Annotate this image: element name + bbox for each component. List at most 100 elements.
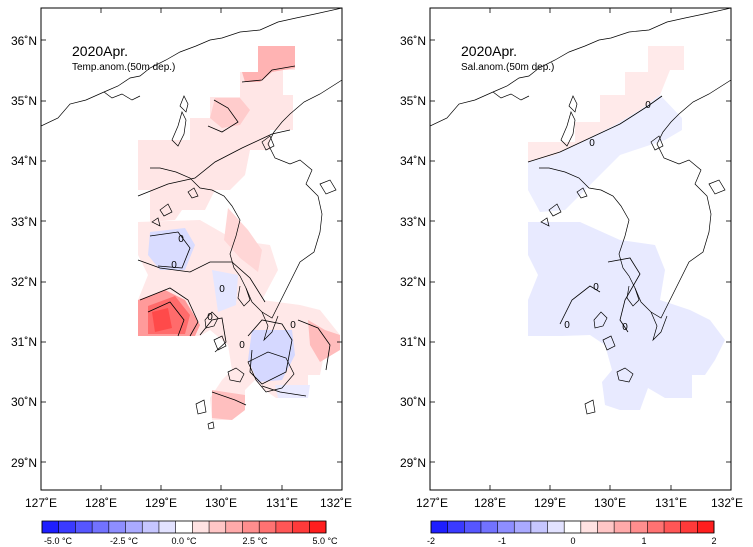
lat-label: 35˚N: [400, 94, 426, 108]
colorbar-swatch: [664, 521, 682, 533]
temp-subtitle: Temp.anom.(50m dep.): [72, 62, 175, 73]
lat-label: 34˚N: [400, 154, 426, 168]
lon-label: 127˚E: [416, 496, 448, 510]
colorbar-swatch: [564, 521, 582, 533]
colorbar-swatch: [92, 521, 110, 533]
contour-label: 0: [564, 320, 570, 331]
salt-subtitle: Sal.anom.(50m dep.): [461, 62, 554, 73]
salt-anomaly-field: [528, 46, 725, 410]
colorbar-tick-label: -2.5 °C: [110, 536, 139, 546]
colorbar-swatch: [209, 521, 227, 533]
colorbar-swatch: [680, 521, 698, 533]
colorbar-swatch: [464, 521, 482, 533]
salt-map-frame: [429, 7, 732, 491]
colorbar-tick-label: 1: [641, 536, 646, 546]
colorbar-swatch: [614, 521, 632, 533]
temp-contours: [137, 65, 331, 406]
contour-label: 0: [290, 320, 296, 331]
lat-label: 33˚N: [11, 215, 37, 229]
colorbar-tick-label: 2.5 °C: [242, 536, 268, 546]
contour-label: 0: [622, 322, 628, 333]
lat-label: 32˚N: [400, 275, 426, 289]
lon-label: 131˚E: [655, 496, 687, 510]
colorbar-tick-label: -2: [427, 536, 435, 546]
colorbar-swatch: [58, 521, 76, 533]
colorbar-frame: [41, 520, 327, 534]
lon-label: 132˚E: [320, 496, 352, 510]
colorbar-swatch: [75, 521, 93, 533]
salt-colorbar: [430, 520, 715, 534]
temp-ticks: [40, 8, 343, 490]
temp-lat-labels: 36˚N 35˚N 34˚N 33˚N 32˚N 31˚N 30˚N 29˚N: [11, 34, 37, 470]
salt-map-panel: 0 0 0 0 0 2020Apr. Sal.anom.(50m dep.) 3…: [400, 7, 743, 546]
colorbar-swatch: [259, 521, 277, 533]
colorbar-swatch: [292, 521, 310, 533]
colorbar-swatch: [108, 521, 126, 533]
contour-label: 0: [178, 234, 184, 245]
colorbar-tick-label: -5.0 °C: [44, 536, 73, 546]
colorbar-tick-label: 0.0 °C: [171, 536, 197, 546]
colorbar-tick-label: 2: [711, 536, 716, 546]
colorbar-swatch: [580, 521, 598, 533]
colorbar-swatch: [42, 521, 60, 533]
salt-contours: [527, 95, 663, 333]
salt-title: 2020Apr.: [461, 43, 517, 59]
colorbar-swatch: [647, 521, 665, 533]
lon-label: 129˚E: [145, 496, 177, 510]
lon-label: 130˚E: [594, 496, 626, 510]
colorbar-swatch: [630, 521, 648, 533]
contour-label: 0: [219, 284, 225, 295]
lat-label: 29˚N: [11, 456, 37, 470]
lat-label: 33˚N: [400, 215, 426, 229]
lat-label: 34˚N: [11, 154, 37, 168]
colorbar-swatch: [597, 521, 615, 533]
salt-coastline: [430, 8, 731, 415]
colorbar-swatch: [547, 521, 565, 533]
colorbar-swatch: [431, 521, 448, 533]
temp-coastline: [41, 8, 342, 430]
colorbar-swatch: [242, 521, 260, 533]
lat-label: 36˚N: [400, 34, 426, 48]
lat-label: 31˚N: [11, 335, 37, 349]
lon-label: 127˚E: [25, 496, 57, 510]
lat-label: 31˚N: [400, 335, 426, 349]
contour-label: 0: [239, 340, 245, 351]
lon-label: 131˚E: [266, 496, 298, 510]
lon-label: 128˚E: [85, 496, 117, 510]
contour-label: 0: [171, 260, 177, 271]
lon-label: 132˚E: [711, 496, 743, 510]
colorbar-swatch: [309, 521, 327, 533]
contour-label: 0: [207, 312, 213, 323]
temp-map-panel: 0 0 0 0 0 0 2020Apr. Temp.anom.(50m dep.…: [11, 7, 352, 546]
contour-label: 0: [593, 282, 599, 293]
temp-anomaly-field: [138, 46, 340, 420]
lon-label: 128˚E: [474, 496, 506, 510]
colorbar-tick-label: 5.0 °C: [312, 536, 338, 546]
temp-title: 2020Apr.: [72, 43, 128, 59]
colorbar-swatch: [158, 521, 176, 533]
temp-colorbar-labels: -5.0 °C -2.5 °C 0.0 °C 2.5 °C 5.0 °C: [44, 536, 338, 546]
salt-lon-labels: 127˚E 128˚E 129˚E 130˚E 131˚E 132˚E: [416, 496, 743, 510]
salt-ticks: [429, 8, 732, 490]
salt-lat-labels: 36˚N 35˚N 34˚N 33˚N 32˚N 31˚N 30˚N 29˚N: [400, 34, 426, 470]
colorbar-swatch: [142, 521, 160, 533]
lat-label: 29˚N: [400, 456, 426, 470]
lat-label: 30˚N: [400, 395, 426, 409]
lat-label: 32˚N: [11, 275, 37, 289]
lon-label: 129˚E: [534, 496, 566, 510]
colorbar-swatch: [125, 521, 143, 533]
temp-zero-labels: 0 0 0 0 0 0: [171, 234, 296, 351]
lon-label: 130˚E: [205, 496, 237, 510]
salt-colorbar-labels: -2 -1 0 1 2: [427, 536, 717, 546]
lat-label: 30˚N: [11, 395, 37, 409]
temp-lon-labels: 127˚E 128˚E 129˚E 130˚E 131˚E 132˚E: [25, 496, 352, 510]
colorbar-tick-label: 0: [570, 536, 575, 546]
contour-label: 0: [645, 100, 651, 111]
colorbar-tick-label: -1: [498, 536, 506, 546]
colorbar-swatch: [697, 521, 715, 533]
lat-label: 35˚N: [11, 94, 37, 108]
lat-label: 36˚N: [11, 34, 37, 48]
colorbar-swatch: [480, 521, 498, 533]
colorbar-swatch: [275, 521, 293, 533]
